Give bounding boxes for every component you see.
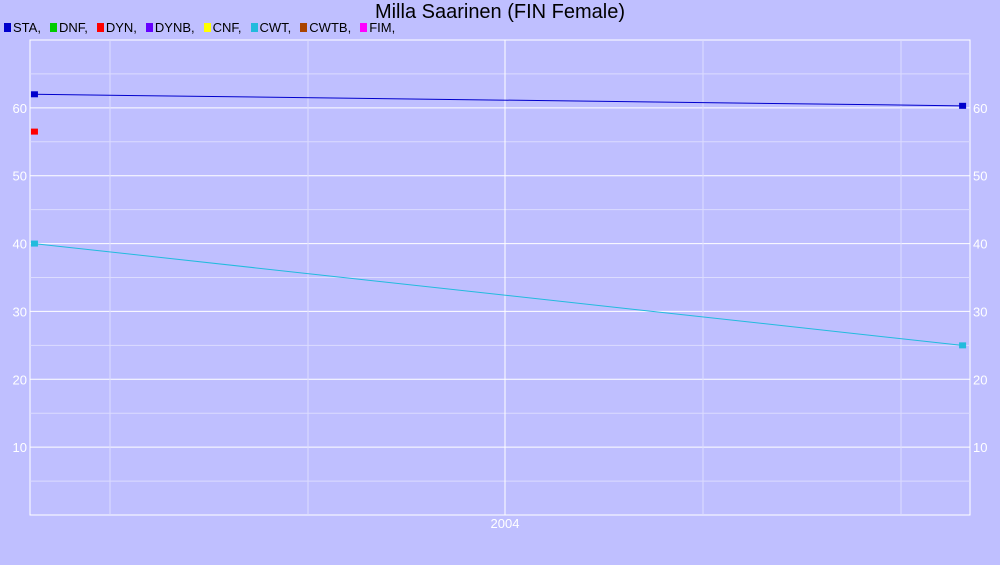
- legend-item-dyn: DYN,: [96, 20, 137, 35]
- data-point-cwt: [959, 342, 967, 349]
- legend-item-cwt: CWT,: [250, 20, 292, 35]
- legend-item-fim: FIM,: [360, 20, 395, 35]
- legend-label: CNF,: [212, 20, 242, 35]
- legend-item-sta: STA,: [4, 20, 41, 35]
- chart-title: Milla Saarinen (FIN Female): [374, 1, 626, 23]
- y-tick-label-right: 30: [973, 304, 987, 319]
- x-tick-label: 2004: [491, 516, 520, 531]
- y-tick-label-left: 20: [13, 372, 27, 387]
- legend-label: FIM,: [369, 20, 396, 35]
- y-tick-label-right: 50: [973, 169, 987, 184]
- y-tick-label-right: 10: [973, 440, 987, 455]
- legend-label: CWTB,: [309, 20, 352, 35]
- legend-swatch: [49, 23, 57, 32]
- legend-swatch: [145, 23, 153, 32]
- legend-label: CWT,: [259, 20, 292, 35]
- legend-item-dynb: DYNB,: [145, 20, 195, 35]
- legend-swatch: [300, 23, 308, 32]
- series-line-cwt: [33, 243, 963, 346]
- y-tick-label-right: 20: [973, 372, 987, 387]
- data-point-cwt: [30, 240, 38, 247]
- legend-label: DNF,: [58, 20, 88, 35]
- y-tick-label-left: 10: [13, 440, 27, 455]
- legend-swatch: [203, 23, 211, 32]
- legend-swatch: [250, 23, 258, 32]
- legend-label: DYN,: [105, 20, 137, 35]
- legend-item-cwtb: CWTB,: [300, 20, 351, 35]
- legend-swatch: [96, 23, 104, 32]
- y-tick-label-right: 60: [973, 101, 987, 116]
- legend-label: STA,: [13, 20, 41, 35]
- legend: STA, DNF, DYN, DYNB, CNF, CWT, CWTB, FIM,: [4, 20, 395, 35]
- legend-swatch: [360, 23, 368, 32]
- y-tick-label-left: 60: [13, 101, 27, 116]
- legend-swatch: [4, 23, 11, 32]
- data-point-sta: [30, 91, 38, 98]
- legend-item-dnf: DNF,: [49, 20, 88, 35]
- y-tick-label-left: 50: [13, 169, 27, 184]
- legend-label: DYNB,: [154, 20, 195, 35]
- legend-item-cnf: CNF,: [203, 20, 242, 35]
- data-point-dyn: [30, 128, 38, 135]
- y-tick-label-left: 40: [13, 237, 27, 252]
- y-tick-label-right: 40: [973, 237, 987, 252]
- series-line-sta: [33, 93, 963, 107]
- y-tick-label-left: 30: [13, 304, 27, 319]
- data-point-sta: [959, 102, 967, 109]
